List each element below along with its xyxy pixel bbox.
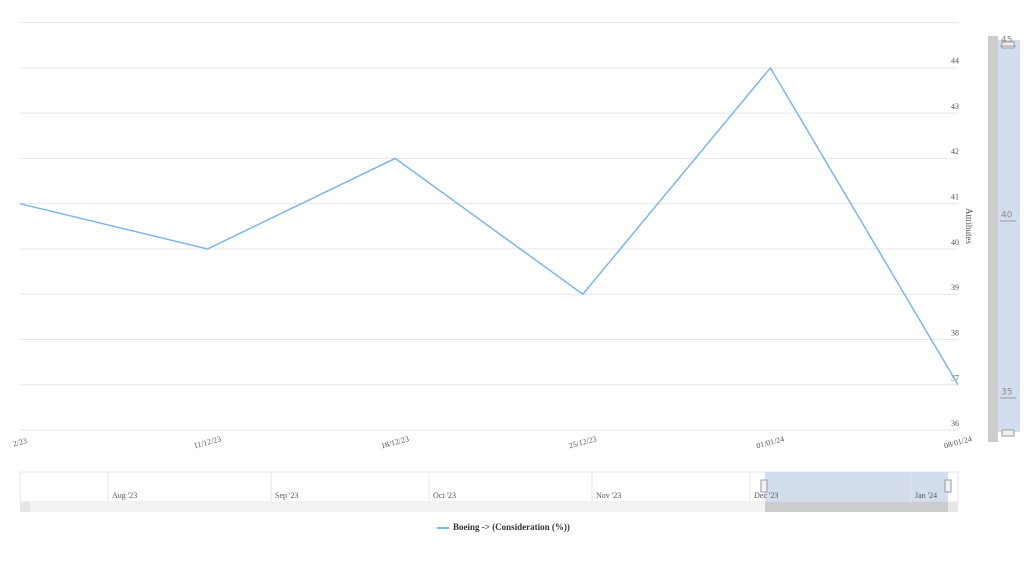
y-tick-label: 43	[951, 102, 959, 111]
y-tick-label: 40	[951, 238, 959, 247]
x-tick-label: 25/12/23	[568, 434, 598, 450]
y-navigator-label: 40	[1001, 211, 1013, 221]
x-tick-label: 2/23	[12, 436, 28, 448]
y-navigator-handle[interactable]	[1001, 41, 1015, 49]
y-tick-label: 42	[951, 147, 959, 156]
navigator-label: Aug '23	[112, 491, 137, 500]
navigator-label: Jan '24	[915, 491, 937, 500]
navigator-label: Nov '23	[596, 491, 621, 500]
x-tick-label: 08/01/24	[943, 434, 973, 450]
navigator-label: Sep '23	[275, 491, 298, 500]
navigator-handle[interactable]	[944, 479, 952, 493]
navigator-scrollbar[interactable]	[20, 502, 958, 512]
y-tick-label: 36	[951, 419, 959, 428]
navigator-label: Oct '23	[433, 491, 456, 500]
navigator-handle[interactable]	[760, 479, 768, 493]
x-tick-label: 11/12/23	[193, 434, 223, 450]
legend-label[interactable]: Boeing -> (Consideration (%))	[453, 522, 570, 532]
y-scrollbar[interactable]	[988, 36, 998, 442]
y-tick-label: 38	[951, 328, 959, 337]
y-navigator-label: 35	[1001, 388, 1012, 398]
y-navigator-label: 45	[1001, 36, 1012, 46]
navigator-selection[interactable]	[765, 472, 948, 502]
y-tick-label: 37	[951, 374, 959, 383]
y-navigator-handle[interactable]	[1001, 429, 1015, 437]
navigator-label: Dec '23	[754, 491, 778, 500]
y-tick-label: 39	[951, 283, 959, 292]
x-tick-label: 18/12/23	[380, 434, 410, 450]
y-navigator-selection[interactable]	[998, 40, 1020, 432]
navigator-scroll-thumb[interactable]	[765, 502, 948, 512]
y-tick-label: 41	[951, 192, 959, 201]
scroll-left-button[interactable]	[20, 502, 30, 512]
series-line	[19, 66, 959, 386]
scroll-right-button[interactable]	[948, 502, 958, 512]
x-tick-label: 01/01/24	[755, 434, 785, 450]
y-axis-title: Attributes	[964, 208, 974, 244]
y-tick-label: 44	[951, 57, 959, 66]
